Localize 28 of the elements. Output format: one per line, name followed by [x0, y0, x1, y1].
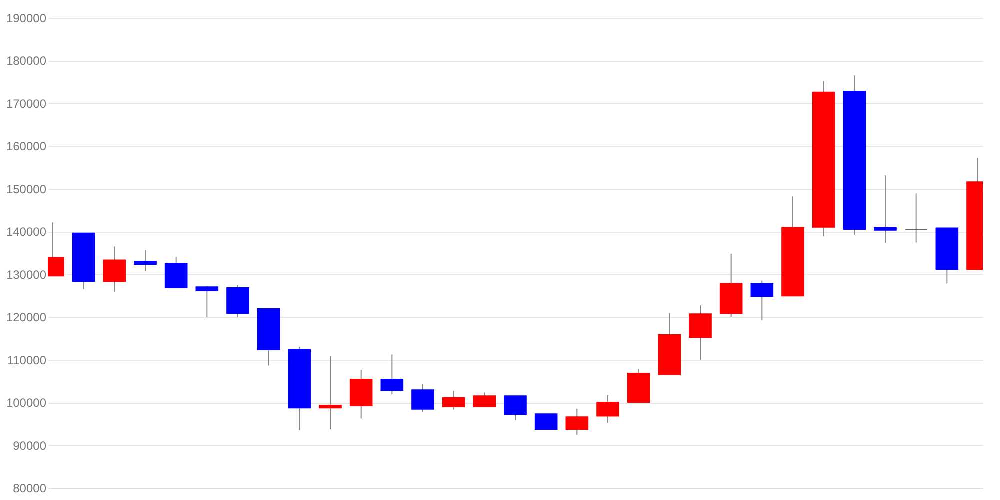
candlestick [504, 396, 527, 421]
y-tick-label: 180000 [6, 54, 47, 68]
candlestick [196, 286, 219, 318]
candlestick [874, 175, 897, 244]
y-tick-label: 150000 [6, 182, 47, 196]
candlestick [750, 280, 774, 322]
y-tick-label: 90000 [13, 438, 47, 453]
candlestick [412, 384, 434, 412]
candlestick [442, 390, 466, 410]
candlestick [596, 394, 620, 424]
y-tick-label: 100000 [6, 396, 47, 410]
y-tick-label: 110000 [7, 353, 47, 368]
y-tick-label: 190000 [6, 12, 47, 26]
candlestick [473, 392, 496, 408]
y-tick-label: 130000 [6, 268, 47, 282]
y-tick-label: 160000 [6, 140, 47, 154]
candlestick [134, 250, 157, 272]
y-tick-label: 170000 [6, 96, 47, 111]
candlestick [689, 305, 712, 360]
candlestick [566, 408, 589, 436]
candlestick [103, 246, 126, 292]
y-tick-label: 140000 [6, 225, 47, 240]
y-tick-label: 120000 [6, 310, 47, 325]
candlestick [534, 414, 558, 430]
candlestick [319, 356, 342, 430]
candlestick [904, 193, 928, 244]
candlestick [380, 354, 404, 395]
y-tick-label: 80000 [13, 482, 47, 496]
